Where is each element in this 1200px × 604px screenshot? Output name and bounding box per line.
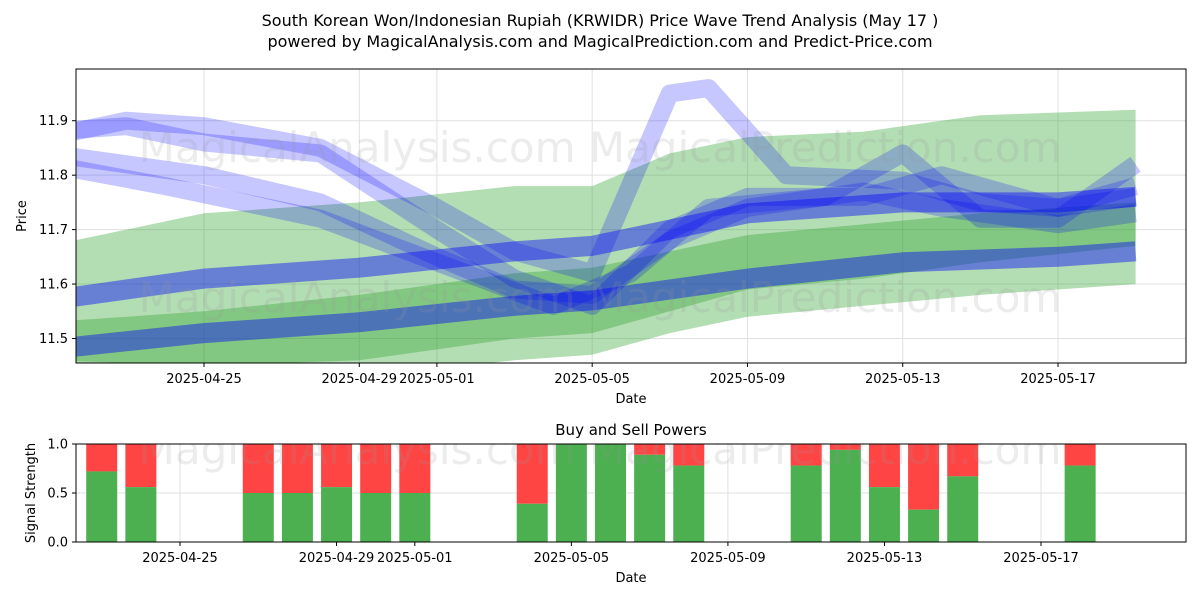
green-bands <box>76 109 1136 363</box>
buy-power-bar <box>125 487 157 542</box>
sell-power-bar <box>321 444 353 488</box>
price-y-ticks: 11.5 11.6 11.7 11.8 11.9 <box>39 114 76 347</box>
blue-wave-line-4 <box>76 79 1139 283</box>
sell-power-bar <box>1064 444 1096 466</box>
buy-power-bar <box>947 476 979 542</box>
signal-x-tick-label: 2025-04-29 <box>299 551 375 566</box>
blue-wave-line-1 <box>76 241 1137 357</box>
signal-x-tick-label: 2025-05-17 <box>1003 551 1079 566</box>
price-grid <box>76 69 1186 363</box>
signal-x-axis-label: Date <box>615 571 646 586</box>
buy-sell-title: Buy and Sell Powers <box>555 421 707 439</box>
sell-power-bar <box>360 444 392 493</box>
buy-power-bar <box>908 509 940 542</box>
price-x-tick-label: 2025-04-25 <box>166 372 242 387</box>
buy-power-bar <box>86 471 118 542</box>
buy-power-bar <box>595 444 626 542</box>
buy-power-bar <box>1064 465 1096 542</box>
buy-power-bar <box>516 503 548 542</box>
price-y-tick-label: 11.8 <box>39 169 68 184</box>
signal-x-tick-label: 2025-05-05 <box>534 551 610 566</box>
sell-power-bar <box>125 444 157 488</box>
blue-wave-line-3 <box>76 148 1137 304</box>
sell-power-bar <box>242 444 274 493</box>
price-y-axis-label: Price <box>15 200 30 232</box>
buy-power-bar <box>673 465 705 542</box>
buy-sell-chart: Buy and Sell Powers MagicalAnalysis.com … <box>24 421 1187 586</box>
signal-x-tick-label: 2025-05-01 <box>377 551 453 566</box>
buy-power-bar <box>360 493 392 542</box>
price-x-axis-label: Date <box>615 392 646 407</box>
price-x-tick-label: 2025-05-09 <box>710 372 786 387</box>
buy-power-bar <box>321 487 353 542</box>
signal-y-tick-label: 1.0 <box>47 438 68 453</box>
sell-power-bar <box>829 444 861 450</box>
sell-power-bar <box>634 444 666 455</box>
sell-power-bar <box>86 444 118 472</box>
green-band-0 <box>76 109 1136 363</box>
price-y-tick-label: 11.7 <box>39 223 68 238</box>
blue-wave-line-5 <box>76 144 1141 315</box>
signal-y-ticks: 0.0 0.5 1.0 <box>47 438 76 551</box>
sell-power-bar <box>947 444 979 477</box>
sell-power-bar <box>908 444 940 510</box>
buy-power-bar <box>868 487 900 542</box>
price-x-ticks: 2025-04-25 2025-04-29 2025-05-01 2025-05-05… <box>166 363 1096 387</box>
price-x-tick-label: 2025-05-17 <box>1020 372 1096 387</box>
buy-power-bar <box>242 493 274 542</box>
price-y-tick-label: 11.5 <box>39 332 68 347</box>
buy-power-bar <box>555 444 587 542</box>
price-y-tick-label: 11.6 <box>39 278 68 293</box>
signal-bars <box>86 444 1096 542</box>
price-x-tick-label: 2025-05-05 <box>554 372 630 387</box>
buy-power-bar <box>399 493 431 542</box>
sell-power-bar <box>516 444 548 504</box>
signal-y-tick-label: 0.0 <box>47 536 68 551</box>
signal-y-tick-label: 0.5 <box>47 487 68 502</box>
signal-x-tick-label: 2025-04-25 <box>142 551 218 566</box>
watermark-top: MagicalAnalysis.com MagicalPrediction.co… <box>139 123 1062 172</box>
sell-power-bar <box>673 444 705 466</box>
buy-power-bar <box>790 465 822 542</box>
price-x-tick-label: 2025-04-29 <box>321 372 397 387</box>
signal-x-tick-label: 2025-05-09 <box>690 551 766 566</box>
price-x-tick-label: 2025-05-01 <box>399 372 475 387</box>
watermark-bottom: MagicalAnalysis.com MagicalPrediction.co… <box>139 425 1062 474</box>
price-chart: MagicalAnalysis.com MagicalPrediction.co… <box>15 68 1187 407</box>
buy-power-bar <box>634 454 666 542</box>
signal-y-axis-label: Signal Strength <box>24 443 39 543</box>
buy-power-bar <box>829 449 861 542</box>
signal-x-ticks: 2025-04-25 2025-04-29 2025-05-01 2025-05-05… <box>142 542 1079 566</box>
price-x-tick-label: 2025-05-13 <box>865 372 941 387</box>
sell-power-bar <box>281 444 313 493</box>
blue-wave-line-2 <box>76 117 1137 315</box>
chart-title-line2: powered by MagicalAnalysis.com and Magic… <box>267 32 932 51</box>
price-plot-frame <box>75 68 1187 364</box>
blue-wave-line-0 <box>76 186 1137 307</box>
sell-power-bar <box>868 444 900 488</box>
chart-title-line1: South Korean Won/Indonesian Rupiah (KRWI… <box>262 11 939 30</box>
blue-wave-lines <box>76 79 1141 357</box>
watermark-middle: MagicalAnalysis.com MagicalPrediction.co… <box>139 273 1062 322</box>
signal-x-tick-label: 2025-05-13 <box>847 551 923 566</box>
buy-power-bar <box>281 493 313 542</box>
price-y-tick-label: 11.9 <box>39 114 68 129</box>
sell-power-bar <box>790 444 822 466</box>
sell-power-bar <box>399 444 431 493</box>
green-band-1 <box>76 202 1136 363</box>
